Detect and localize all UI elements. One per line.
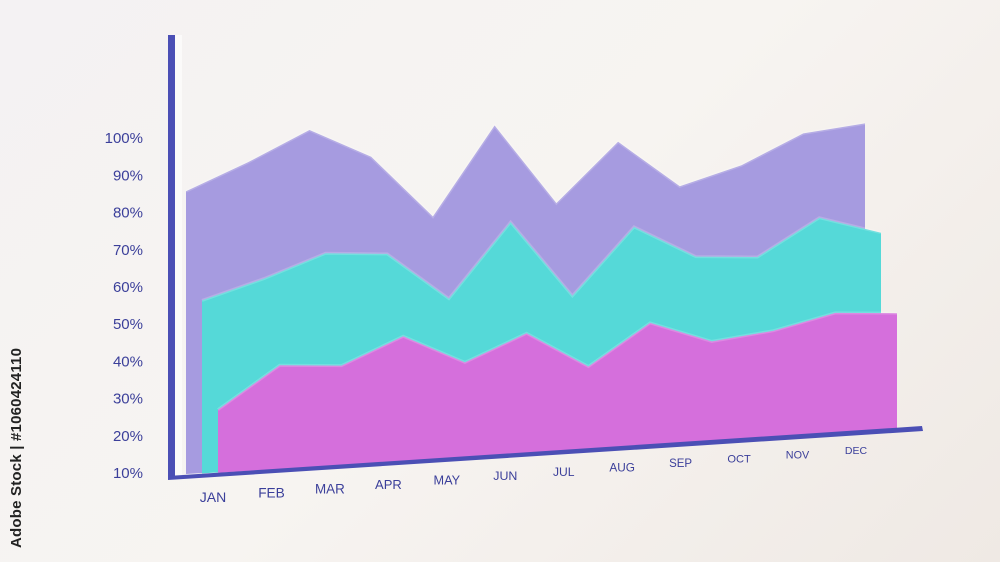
x-tick-label: MAY bbox=[434, 474, 461, 488]
y-axis-side bbox=[175, 35, 182, 475]
x-tick-label: AUG bbox=[609, 461, 635, 475]
area-series-1-edge bbox=[217, 311, 898, 411]
y-tick-label: 60% bbox=[113, 279, 143, 296]
x-tick-label: JUL bbox=[553, 465, 575, 479]
x-tick-label: FEB bbox=[258, 486, 285, 501]
y-tick-label: 80% bbox=[113, 205, 143, 222]
y-tick-label: 100% bbox=[105, 130, 143, 147]
y-tick-label: 30% bbox=[113, 391, 143, 408]
y-tick-label: 10% bbox=[113, 465, 143, 482]
watermark-text: Adobe Stock | #1060424110 bbox=[8, 347, 25, 548]
x-tick-label: JUN bbox=[493, 469, 517, 483]
x-tick-label: JAN bbox=[200, 489, 226, 505]
x-tick-label: APR bbox=[375, 477, 402, 492]
x-tick-label: NOV bbox=[786, 449, 810, 461]
x-tick-label: OCT bbox=[727, 454, 751, 466]
x-tick-label: MAR bbox=[315, 481, 345, 496]
x-tick-label: DEC bbox=[845, 445, 868, 457]
x-axis-tick-labels: JAN FEB MAR APR MAY JUN JUL AUG SEP OCT NOV DEC bbox=[200, 445, 868, 505]
x-tick-label: SEP bbox=[669, 458, 692, 470]
chart-areas bbox=[185, 121, 898, 475]
y-axis-line bbox=[168, 35, 175, 478]
chart-axes bbox=[168, 35, 923, 480]
y-tick-label: 90% bbox=[113, 167, 143, 184]
y-tick-label: 70% bbox=[113, 242, 143, 259]
y-tick-label: 40% bbox=[113, 353, 143, 370]
area-series-2-edge bbox=[201, 216, 882, 302]
y-axis-tick-labels: 10% 20% 30% 40% 50% 60% 70% 80% 90% 100% bbox=[105, 130, 143, 482]
y-tick-label: 20% bbox=[113, 428, 143, 445]
area-series-1 bbox=[218, 312, 897, 473]
area-series-3-edge bbox=[185, 121, 866, 219]
y-tick-label: 50% bbox=[113, 316, 143, 333]
x-axis-line bbox=[168, 426, 923, 480]
